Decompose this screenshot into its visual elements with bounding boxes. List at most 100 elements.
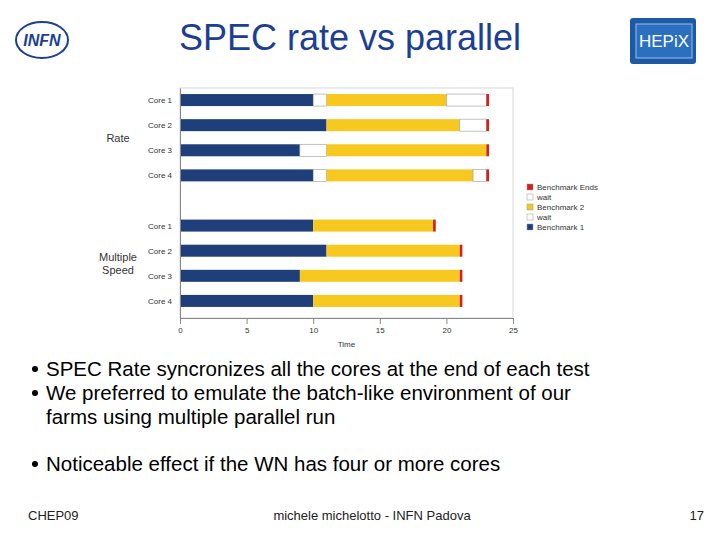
- y-tick-label: Core 3: [148, 272, 173, 281]
- bar-segment: [180, 119, 327, 131]
- bar-segment: [180, 94, 313, 106]
- legend-label: Benchmark Ends: [537, 183, 598, 192]
- legend-swatch: [527, 214, 533, 220]
- bar-segment: [313, 94, 326, 106]
- y-tick: Core 1: [148, 222, 180, 231]
- x-tick: 5: [245, 318, 250, 335]
- bullet-text: SPEC Rate syncronizes all the cores at t…: [46, 357, 590, 380]
- x-tick: 15: [376, 318, 385, 335]
- bar-segment: [313, 169, 326, 181]
- bullet-dot: [32, 461, 38, 467]
- title: SPEC rate vs parallel: [179, 17, 521, 58]
- bar-segment: [180, 270, 300, 282]
- bar-segment: [486, 144, 489, 156]
- x-tick-label: 10: [309, 326, 318, 335]
- bar-segment: [313, 295, 460, 307]
- x-tick-label: 15: [376, 326, 385, 335]
- y-tick-label: Core 1: [148, 222, 173, 231]
- x-tick-mark: [180, 318, 181, 324]
- bar-segment: [473, 169, 486, 181]
- bar-segment: [486, 94, 489, 106]
- bar-segment: [460, 245, 463, 257]
- x-tick-label: 25: [509, 326, 518, 335]
- logo-text: INFN: [23, 32, 61, 49]
- y-tick-label: Core 2: [148, 247, 173, 256]
- logo-right: HEPiX: [630, 18, 696, 64]
- y-axis-line: [180, 89, 181, 319]
- bar-segment: [327, 144, 487, 156]
- logo-inner: [636, 24, 692, 58]
- bar-segment: [486, 169, 489, 181]
- x-axis: 0 5 10 15 20 25: [178, 318, 518, 335]
- bullet-dot: [32, 390, 38, 396]
- y-tick: Core 1: [148, 96, 180, 105]
- footer-center: michele michelotto - INFN Padova: [273, 508, 471, 523]
- bar-segment: [313, 220, 433, 232]
- bar-segment: [486, 119, 489, 131]
- bar-segment: [327, 119, 460, 131]
- y-tick: Core 3: [148, 272, 180, 281]
- x-tick-mark: [380, 318, 381, 324]
- bar-segment: [300, 144, 327, 156]
- x-tick: 10: [309, 318, 318, 335]
- chart: 0510152025TimeCore 1Core 2Core 3Core 4Co…: [99, 88, 598, 349]
- bullet-text: We preferred to emulate the batch-like e…: [46, 381, 571, 404]
- group-label: Rate: [106, 132, 129, 144]
- bar-segment: [300, 270, 460, 282]
- bar-segment: [180, 144, 300, 156]
- bar-segment: [460, 295, 463, 307]
- bar-segment: [460, 119, 487, 131]
- group-label-line: Multiple: [99, 251, 137, 263]
- x-tick-label: 5: [245, 326, 250, 335]
- x-axis-line: [181, 318, 514, 319]
- bar-segment: [327, 94, 447, 106]
- y-tick-label: Core 4: [148, 297, 173, 306]
- x-tick-mark: [247, 318, 248, 324]
- x-tick-label: 20: [442, 326, 451, 335]
- legend-label: Benchmark 1: [537, 223, 585, 232]
- legend-swatch: [527, 194, 533, 200]
- legend: Benchmark EndswaitBenchmark 2waitBenchma…: [527, 183, 598, 232]
- y-tick: Core 2: [148, 247, 180, 256]
- logo-left: INFN: [16, 22, 68, 58]
- y-tick: Core 4: [148, 297, 180, 306]
- y-tick: Core 2: [148, 121, 180, 130]
- x-tick: 0: [178, 318, 183, 335]
- logo-text: HEPiX: [639, 32, 689, 51]
- x-axis-title: Time: [338, 340, 356, 349]
- bullets: SPEC Rate syncronizes all the cores at t…: [32, 357, 590, 475]
- bullet-dot: [32, 366, 38, 372]
- y-axis: Core 1 Core 2 Core 3 Core 4 Core 1 Core 2 Core…: [148, 89, 181, 319]
- group-label: MultipleSpeed: [99, 251, 137, 276]
- legend-label: Benchmark 2: [537, 203, 585, 212]
- bullet-text: Noticeable effect if the WN has four or …: [46, 452, 500, 475]
- y-tick-label: Core 4: [148, 171, 173, 180]
- y-tick-label: Core 3: [148, 146, 173, 155]
- x-tick-mark: [513, 318, 514, 324]
- y-tick: Core 4: [148, 171, 180, 180]
- bar-segment: [180, 295, 313, 307]
- x-tick: 20: [442, 318, 451, 335]
- bar-segment: [327, 245, 460, 257]
- y-tick: Core 3: [148, 146, 180, 155]
- x-tick: 25: [509, 318, 518, 335]
- page-number: 17: [690, 508, 704, 523]
- bars: [180, 94, 489, 307]
- group-label-line: Speed: [102, 264, 134, 276]
- bar-segment: [460, 270, 463, 282]
- slide: INFN HEPiX SPEC rate vs parallel 0 5 10 15 20 25…: [0, 0, 720, 540]
- group-label-line: Rate: [106, 132, 129, 144]
- y-tick-label: Core 2: [148, 121, 173, 130]
- legend-swatch: [527, 204, 533, 210]
- bar-segment: [180, 245, 327, 257]
- x-tick-mark: [446, 318, 447, 324]
- bar-segment: [180, 169, 313, 181]
- y-tick-label: Core 1: [148, 96, 173, 105]
- legend-swatch: [527, 184, 533, 190]
- legend-swatch: [527, 224, 533, 230]
- legend-label: wait: [536, 193, 552, 202]
- x-tick-mark: [313, 318, 314, 324]
- legend-label: wait: [536, 213, 552, 222]
- footer-left: CHEP09: [28, 508, 79, 523]
- bullet-text: farms using multiple parallel run: [46, 405, 335, 428]
